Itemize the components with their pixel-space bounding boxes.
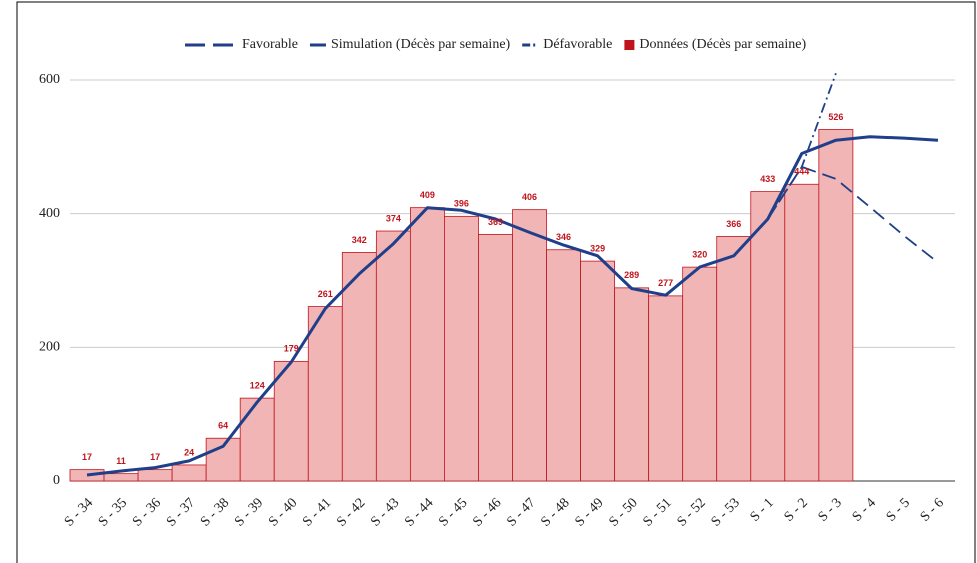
data-step [682,266,718,482]
data-label: 369 [488,217,503,227]
x-tick-label: S - 43 [368,495,402,529]
legend-label: Défavorable [543,37,612,52]
x-tick-label: S - 49 [572,495,606,529]
frame [16,1,976,563]
line [767,166,939,264]
data-step [478,233,513,482]
data-label: 526 [828,112,843,122]
data-step [716,235,752,482]
y-tick-label: 200 [39,340,60,355]
x-tick-label: S - 1 [748,495,777,524]
x-tick-label: S - 40 [266,495,300,529]
data-label: 444 [794,167,809,177]
legend-label: Simulation (Décès par semaine) [331,37,511,52]
lines [86,72,939,477]
data-step [648,295,684,482]
x-tick-label: S - 44 [402,495,436,529]
data-step [784,183,820,482]
legend-swatch [624,40,635,50]
line [86,135,939,477]
x-tick-label: S - 41 [300,495,334,529]
data-label: 289 [624,270,639,280]
y-tick-label: 400 [39,206,60,221]
x-tick-label: S - 39 [232,495,266,529]
x-tick-label: S - 5 [884,495,913,524]
data-label: 277 [658,278,673,288]
x-tick-label: S - 36 [130,495,164,529]
x-tick-label: S - 42 [334,495,368,529]
x-tick-label: S - 4 [850,495,879,524]
x-tick-label: S - 48 [538,495,572,529]
data-label: 433 [760,174,775,184]
data-label: 124 [250,381,265,391]
data-label: 374 [386,213,401,223]
legend: Favorable Simulation (Décès par semaine) D… [185,37,806,52]
data-step [375,230,411,482]
data-step [69,469,105,482]
x-tick-label: S - 37 [164,495,198,529]
data-step [444,215,479,482]
x-tick-label: S - 46 [470,495,504,529]
legend-label: Données (Décès par semaine) [639,37,806,52]
x-tick-label: S - 38 [198,495,232,529]
data-label: 346 [556,232,571,242]
data-label: 396 [454,199,469,209]
data-step [307,306,343,482]
data-label: 366 [726,219,741,229]
y-tick-label: 600 [39,72,60,87]
x-tick-label: S - 52 [675,495,709,529]
data-step [512,209,547,482]
data-step [273,360,309,482]
data-label: 261 [318,289,333,299]
data-step [171,464,207,482]
x-tick-label: S - 35 [96,495,130,529]
legend-label: Favorable [242,37,298,52]
data-label: 11 [116,456,126,466]
data-label: 17 [82,452,92,462]
x-tick-label: S - 3 [816,495,845,524]
x-tick-label: S - 2 [782,495,811,524]
data-step [750,191,786,482]
data-label: 406 [522,192,537,202]
data-label: 64 [218,421,228,431]
data-step [409,207,445,482]
data-label: 24 [184,447,194,457]
data-label: 329 [590,243,605,253]
data-step [546,249,581,482]
x-tick-label: S - 51 [641,495,675,529]
data-label: 409 [420,190,435,200]
data-step [341,252,377,482]
x-tick-label: S - 47 [504,495,538,529]
y-tick-label: 0 [53,473,60,488]
x-tick-label: S - 53 [709,495,743,529]
data-steps [69,129,854,482]
x-tick-label: S - 34 [62,495,96,529]
line [767,72,837,220]
data-step [818,129,854,482]
x-tick-label: S - 50 [606,495,640,529]
data-step [137,469,173,482]
data-label: 179 [284,344,299,354]
data-step [614,287,650,482]
data-step [103,473,139,482]
data-label: 342 [352,235,367,245]
data-label: 17 [150,452,160,462]
data-label: 320 [692,250,707,260]
data-step [239,397,275,482]
data-step [580,260,616,482]
x-tick-label: S - 6 [918,495,947,524]
x-tick-label: S - 45 [436,495,470,529]
